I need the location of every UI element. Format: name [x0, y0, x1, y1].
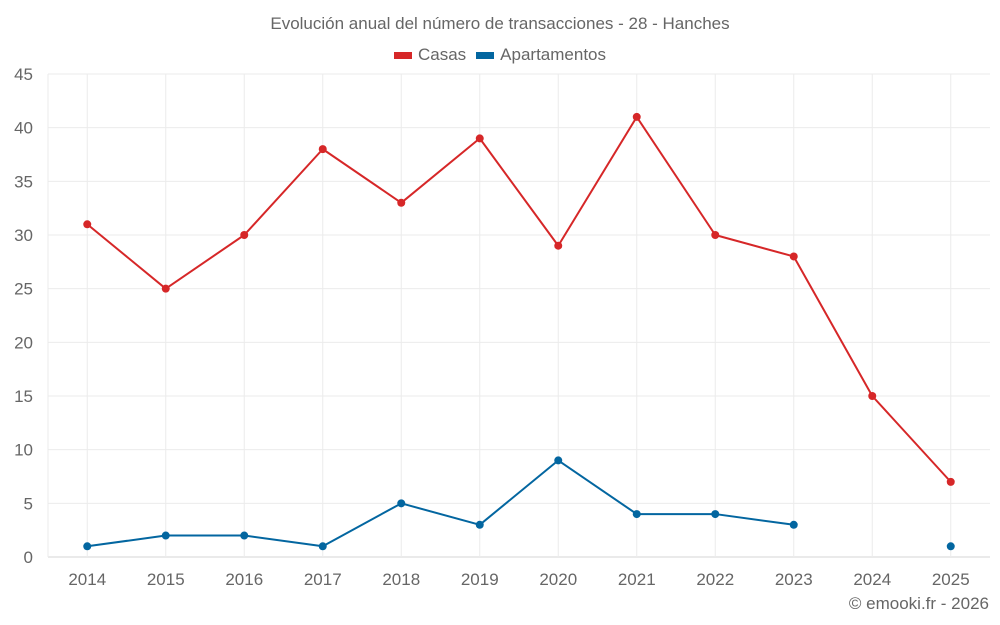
series-apartamentos — [83, 456, 955, 551]
chart-grid — [47, 73, 990, 558]
legend-swatch-apartamentos — [476, 51, 495, 59]
x-tick-label: 2014 — [68, 570, 106, 589]
chart-title: Evolución anual del número de transaccio… — [270, 14, 730, 33]
data-point[interactable] — [475, 134, 484, 143]
data-point[interactable] — [632, 112, 641, 121]
data-point[interactable] — [240, 531, 249, 540]
y-axis: 0 5 10 15 20 25 30 35 40 45 — [14, 65, 33, 567]
x-tick-label: 2023 — [775, 570, 813, 589]
data-point[interactable] — [318, 145, 327, 154]
y-tick-label: 10 — [14, 441, 33, 460]
data-point[interactable] — [554, 456, 563, 465]
y-tick-label: 0 — [24, 548, 33, 567]
x-tick-label: 2019 — [461, 570, 499, 589]
x-tick-label: 2016 — [225, 570, 263, 589]
legend-swatch-casas — [393, 51, 412, 59]
data-point[interactable] — [711, 510, 720, 519]
data-point[interactable] — [161, 284, 170, 293]
data-point[interactable] — [711, 231, 720, 239]
data-point[interactable] — [161, 531, 170, 540]
chart-legend: Casas Apartamentos — [0, 45, 1000, 65]
y-tick-label: 40 — [14, 119, 33, 138]
x-tick-label: 2021 — [618, 570, 656, 589]
chart-series — [83, 112, 955, 551]
x-tick-label: 2017 — [304, 570, 342, 589]
data-point[interactable] — [632, 510, 641, 519]
series-line — [86, 115, 952, 483]
y-tick-label: 35 — [14, 172, 33, 191]
data-point[interactable] — [789, 520, 798, 529]
legend-item-casas[interactable]: Casas — [393, 45, 467, 65]
x-tick-label: 2022 — [696, 570, 734, 589]
data-point[interactable] — [554, 241, 563, 250]
data-point[interactable] — [397, 198, 406, 207]
data-point[interactable] — [240, 231, 249, 239]
data-point[interactable] — [946, 542, 955, 551]
data-point[interactable] — [318, 542, 327, 551]
data-point[interactable] — [83, 220, 92, 229]
y-tick-label: 25 — [14, 280, 33, 299]
x-tick-label: 2018 — [382, 570, 420, 589]
series-line — [87, 459, 794, 548]
x-tick-label: 2025 — [932, 570, 970, 589]
data-point[interactable] — [397, 499, 406, 508]
legend-item-apartamentos[interactable]: Apartamentos — [476, 45, 606, 65]
y-tick-label: 45 — [14, 65, 33, 84]
y-tick-label: 5 — [24, 494, 33, 513]
legend-label-apartamentos: Apartamentos — [500, 45, 607, 64]
legend-label-casas: Casas — [417, 45, 467, 64]
x-axis: 2014 2015 2016 2017 2018 2019 2020 2021 2022 2023… — [68, 570, 969, 589]
y-tick-label: 30 — [14, 226, 33, 245]
y-tick-label: 15 — [14, 387, 33, 406]
data-point[interactable] — [789, 252, 798, 261]
copyright-credit: © emooki.fr - 2026 — [848, 594, 989, 613]
y-tick-label: 20 — [14, 333, 33, 352]
x-tick-label: 2015 — [147, 570, 185, 589]
data-point[interactable] — [83, 542, 92, 551]
x-tick-label: 2024 — [853, 570, 891, 589]
x-tick-label: 2020 — [539, 570, 577, 589]
data-point[interactable] — [475, 520, 484, 529]
data-point[interactable] — [946, 477, 955, 486]
data-point[interactable] — [868, 392, 877, 400]
series-casas — [83, 112, 955, 486]
